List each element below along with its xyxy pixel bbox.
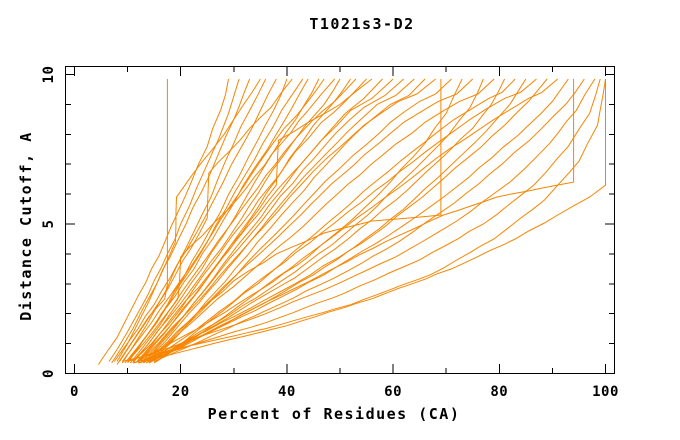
- model-curve: [127, 78, 309, 362]
- x-tick-label: 0: [70, 384, 79, 400]
- model-curve: [143, 78, 495, 364]
- model-curve: [113, 78, 277, 362]
- model-curve: [148, 79, 575, 364]
- model-curve: [137, 78, 352, 364]
- x-tick-label: 80: [490, 384, 508, 400]
- model-curve: [140, 78, 405, 364]
- model-curve: [137, 78, 373, 362]
- model-curve: [116, 79, 168, 365]
- x-tick-label: 40: [278, 384, 296, 400]
- model-curve: [138, 79, 606, 364]
- y-tick-label: 5: [41, 220, 57, 229]
- model-curve: [132, 78, 601, 364]
- x-tick-label: 60: [384, 384, 402, 400]
- model-curve: [97, 78, 229, 365]
- model-curve: [124, 78, 304, 364]
- model-curve: [116, 78, 261, 362]
- model-curve: [153, 78, 559, 364]
- model-curve: [145, 79, 442, 364]
- model-curve: [132, 78, 394, 362]
- model-curve: [132, 78, 320, 364]
- model-curve: [135, 78, 367, 364]
- model-curve: [143, 78, 474, 364]
- x-axis-label: Percent of Residues (CA): [208, 405, 461, 423]
- model-curve: [132, 78, 341, 362]
- x-tick-label: 20: [172, 384, 190, 400]
- chart-title: T1021s3-D2: [309, 15, 414, 33]
- model-curve: [145, 78, 537, 364]
- model-curve: [108, 78, 240, 362]
- model-curve: [151, 78, 484, 362]
- y-tick-label: 0: [41, 369, 57, 378]
- tick-labels: 0 20 40 60 80 100 0 5 10: [41, 66, 619, 400]
- model-curve: [143, 78, 415, 362]
- y-axis-label: Distance Cutoff, A: [17, 131, 35, 321]
- model-curve: [122, 78, 606, 362]
- model-curve: [127, 78, 596, 362]
- model-curve: [148, 78, 548, 362]
- model-curve: [148, 78, 452, 362]
- model-curve: [148, 78, 506, 362]
- plot-border: [65, 66, 615, 374]
- model-curves: [97, 78, 606, 365]
- model-curve: [143, 78, 569, 362]
- model-curve: [153, 78, 516, 364]
- model-curve: [127, 78, 357, 362]
- model-curve: [119, 78, 293, 362]
- y-tick-label: 10: [41, 66, 57, 84]
- model-curve: [137, 78, 436, 362]
- x-tick-label: 100: [592, 384, 619, 400]
